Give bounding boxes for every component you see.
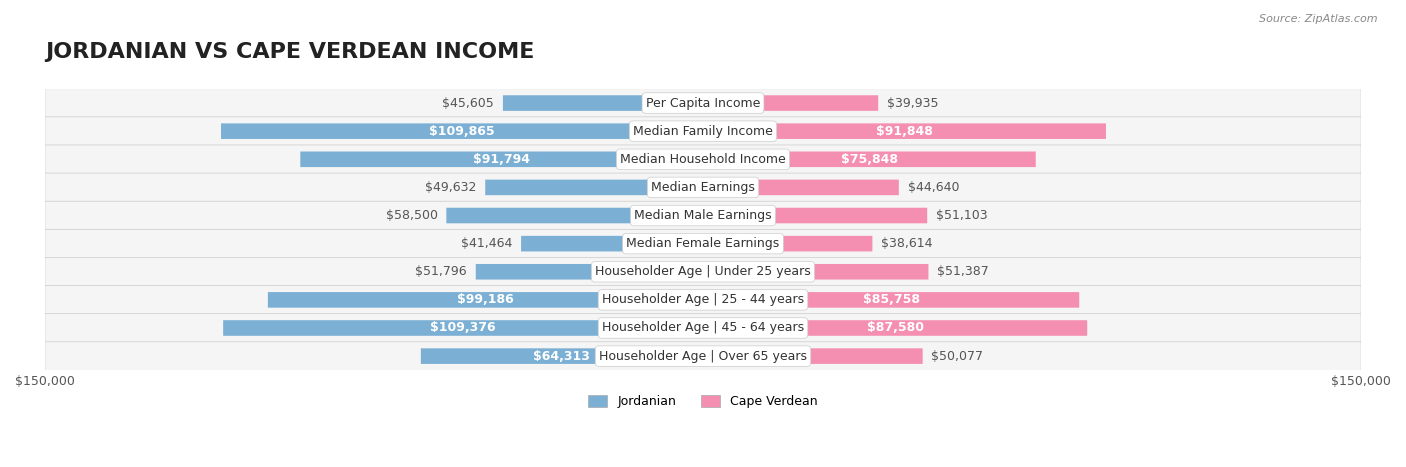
Text: $50,077: $50,077 [931,350,983,362]
Text: Median Female Earnings: Median Female Earnings [627,237,779,250]
Text: $41,464: $41,464 [461,237,512,250]
Text: $58,500: $58,500 [385,209,437,222]
FancyBboxPatch shape [703,95,879,111]
Text: $49,632: $49,632 [425,181,477,194]
Text: Householder Age | 45 - 64 years: Householder Age | 45 - 64 years [602,321,804,334]
FancyBboxPatch shape [703,264,928,280]
FancyBboxPatch shape [45,201,1361,230]
Text: $45,605: $45,605 [443,97,494,110]
Text: Median Household Income: Median Household Income [620,153,786,166]
Text: Median Male Earnings: Median Male Earnings [634,209,772,222]
FancyBboxPatch shape [45,173,1361,202]
FancyBboxPatch shape [522,236,703,251]
FancyBboxPatch shape [45,229,1361,258]
FancyBboxPatch shape [703,292,1080,308]
FancyBboxPatch shape [703,151,1036,167]
Text: $51,796: $51,796 [415,265,467,278]
FancyBboxPatch shape [703,348,922,364]
Text: Source: ZipAtlas.com: Source: ZipAtlas.com [1260,14,1378,24]
Text: $87,580: $87,580 [866,321,924,334]
FancyBboxPatch shape [703,208,927,223]
FancyBboxPatch shape [45,89,1361,117]
Text: $39,935: $39,935 [887,97,938,110]
Text: Median Family Income: Median Family Income [633,125,773,138]
Legend: Jordanian, Cape Verdean: Jordanian, Cape Verdean [582,389,824,415]
FancyBboxPatch shape [45,285,1361,314]
Text: Per Capita Income: Per Capita Income [645,97,761,110]
Text: $99,186: $99,186 [457,293,513,306]
Text: $51,103: $51,103 [936,209,987,222]
FancyBboxPatch shape [45,257,1361,286]
FancyBboxPatch shape [475,264,703,280]
FancyBboxPatch shape [703,123,1107,139]
FancyBboxPatch shape [446,208,703,223]
FancyBboxPatch shape [703,236,872,251]
Text: $109,865: $109,865 [429,125,495,138]
FancyBboxPatch shape [485,180,703,195]
FancyBboxPatch shape [45,342,1361,370]
Text: $44,640: $44,640 [908,181,959,194]
FancyBboxPatch shape [224,320,703,336]
Text: $85,758: $85,758 [863,293,920,306]
Text: $64,313: $64,313 [533,350,591,362]
Text: Householder Age | Over 65 years: Householder Age | Over 65 years [599,350,807,362]
Text: $91,794: $91,794 [474,153,530,166]
FancyBboxPatch shape [301,151,703,167]
Text: Median Earnings: Median Earnings [651,181,755,194]
Text: Householder Age | 25 - 44 years: Householder Age | 25 - 44 years [602,293,804,306]
FancyBboxPatch shape [703,320,1087,336]
FancyBboxPatch shape [45,145,1361,174]
FancyBboxPatch shape [45,117,1361,146]
FancyBboxPatch shape [703,180,898,195]
FancyBboxPatch shape [269,292,703,308]
Text: $51,387: $51,387 [938,265,988,278]
FancyBboxPatch shape [503,95,703,111]
Text: $38,614: $38,614 [882,237,932,250]
FancyBboxPatch shape [45,314,1361,342]
FancyBboxPatch shape [420,348,703,364]
Text: $91,848: $91,848 [876,125,934,138]
Text: $109,376: $109,376 [430,321,496,334]
Text: Householder Age | Under 25 years: Householder Age | Under 25 years [595,265,811,278]
FancyBboxPatch shape [221,123,703,139]
Text: JORDANIAN VS CAPE VERDEAN INCOME: JORDANIAN VS CAPE VERDEAN INCOME [45,42,534,62]
Text: $75,848: $75,848 [841,153,898,166]
